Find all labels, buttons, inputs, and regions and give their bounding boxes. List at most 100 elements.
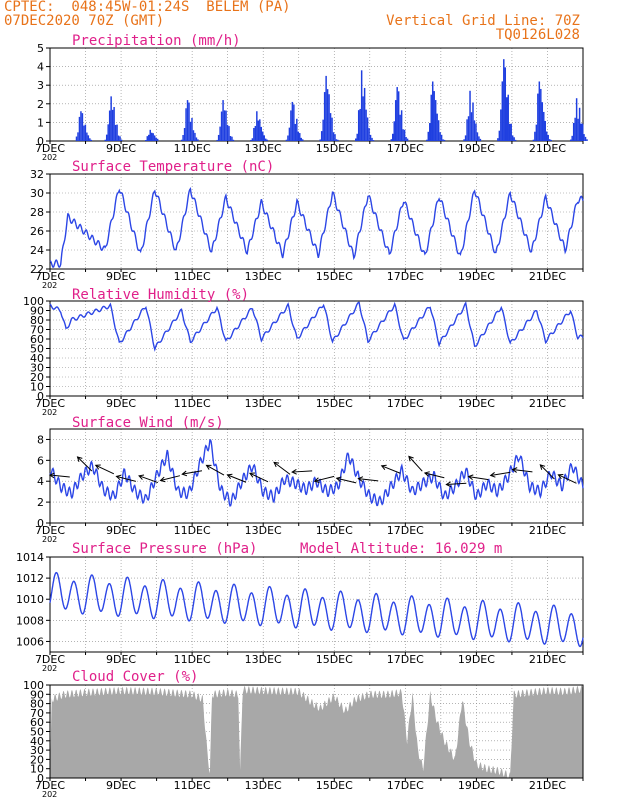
precip-bar — [359, 108, 361, 141]
wind-arrow-head — [273, 461, 280, 468]
precip-bar — [548, 139, 551, 141]
wind-arrow — [116, 475, 136, 482]
wind-arrow — [138, 475, 159, 484]
wind-arrow-head — [408, 455, 414, 462]
precip-bar — [498, 130, 501, 141]
x-tick-label: 19DEC — [458, 397, 495, 410]
precip-bar — [180, 139, 183, 141]
y-tick-label: 100 — [23, 295, 44, 308]
y-tick-label: 0 — [37, 390, 44, 403]
x-tick-label: 21DEC — [529, 142, 566, 155]
precip-bar — [251, 138, 254, 141]
precip-bar — [335, 139, 338, 141]
x-tick-label: 17DEC — [387, 653, 424, 666]
precip-bar — [183, 128, 186, 141]
wind-arrow — [446, 482, 467, 486]
precip-bar — [299, 133, 301, 141]
precip-bar — [504, 67, 507, 141]
x-tick-label: 7DEC — [35, 524, 65, 537]
x-tick-label: 19DEC — [458, 142, 495, 155]
y-tick-label: 5 — [37, 42, 44, 55]
wind-arrow-head — [76, 456, 83, 462]
precip-bar — [437, 120, 440, 141]
humidity-line — [49, 301, 584, 352]
wind-arrow — [539, 464, 555, 480]
x-tick-label: 7DEC — [35, 779, 65, 792]
wind-arrow-head — [313, 477, 320, 483]
wind-arrow — [95, 464, 115, 475]
precip-bar — [532, 139, 535, 141]
precip-bar — [78, 116, 81, 141]
x-tick-label: 19DEC — [458, 779, 495, 792]
precip-bar — [583, 134, 585, 141]
wind-arrow-head — [357, 476, 364, 482]
precip-bar — [396, 87, 398, 141]
y-tick-label: 1010 — [16, 593, 44, 606]
x-tick-label: 11DEC — [174, 142, 211, 155]
precip-bar — [266, 139, 268, 141]
panel-title: Cloud Cover (%) — [72, 669, 198, 685]
precip-bar — [148, 134, 150, 141]
precip-bar — [146, 136, 149, 141]
wind-arrow — [558, 474, 577, 484]
panel-frame — [49, 684, 584, 779]
precip-bar — [220, 111, 223, 141]
x-year-label: 202 — [42, 281, 57, 290]
wind-arrow — [490, 471, 511, 477]
y-tick-label: 90 — [30, 688, 44, 701]
precip-bar — [429, 123, 431, 141]
y-tick-label: 22 — [30, 263, 44, 276]
precip-bar — [426, 139, 428, 141]
wind-arrow — [468, 476, 489, 481]
wind-arrow-head — [226, 473, 233, 480]
precip-bar — [392, 133, 394, 141]
precip-bar — [479, 138, 482, 141]
y-tick-label: 32 — [30, 168, 44, 181]
pressure-line — [49, 571, 584, 648]
precip-bar — [538, 81, 541, 141]
wind-arrow — [273, 461, 291, 475]
y-tick-label: 100 — [23, 679, 44, 692]
precip-bar — [107, 124, 109, 141]
cloud-cover-area — [50, 685, 583, 778]
panel-frame — [49, 47, 584, 142]
y-tick-label: 70 — [30, 324, 44, 337]
y-tick-label: 1014 — [16, 551, 44, 564]
wind-arrow-head — [380, 464, 387, 470]
y-tick-label: 40 — [30, 735, 44, 748]
x-tick-label: 17DEC — [387, 524, 424, 537]
precip-bar — [436, 113, 438, 141]
precip-bar — [325, 75, 327, 141]
y-tick-label: 30 — [30, 362, 44, 375]
precip-bar — [108, 110, 111, 141]
y-tick-label: 10 — [30, 381, 44, 394]
precip-bar — [75, 136, 78, 141]
precip-bar — [228, 126, 230, 141]
precip-bar — [467, 116, 470, 141]
y-tick-label: 0 — [37, 517, 44, 530]
x-year-label: 202 — [42, 535, 57, 544]
precip-bar — [394, 100, 397, 141]
wind-arrow-head — [445, 481, 452, 488]
precip-bar — [403, 129, 406, 141]
precip-bar — [356, 133, 358, 141]
precip-bar — [116, 124, 118, 141]
precip-bar — [262, 131, 264, 141]
y-tick-label: 24 — [30, 244, 44, 257]
x-tick-label: 11DEC — [174, 397, 211, 410]
panel-frame — [49, 300, 584, 397]
y-tick-label: 0 — [37, 135, 44, 148]
x-tick-label: 15DEC — [316, 270, 353, 283]
wind-arrow — [512, 469, 533, 473]
panel-frame — [49, 428, 584, 524]
x-tick-label: 11DEC — [174, 524, 211, 537]
wind-arrow — [227, 474, 247, 483]
precip-bar — [433, 91, 435, 141]
panel-frame — [49, 556, 584, 653]
precip-bar — [328, 94, 330, 141]
precip-bar — [253, 127, 255, 141]
precip-bar — [119, 136, 121, 141]
precip-bar — [463, 139, 465, 141]
x-tick-label: 21DEC — [529, 779, 566, 792]
precip-bar — [226, 124, 229, 141]
